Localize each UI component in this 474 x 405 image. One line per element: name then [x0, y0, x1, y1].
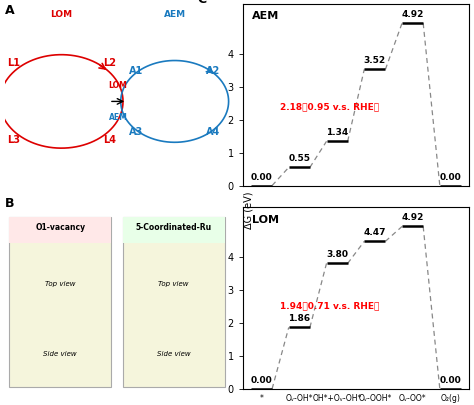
Text: AEM: AEM [252, 11, 279, 21]
Text: Top view: Top view [158, 281, 189, 287]
Text: A: A [5, 4, 14, 17]
Text: O1-vacancy: O1-vacancy [35, 223, 85, 232]
Text: 1.86: 1.86 [288, 314, 310, 324]
Text: C: C [197, 0, 207, 6]
Text: A1: A1 [129, 66, 143, 76]
FancyBboxPatch shape [9, 217, 111, 387]
FancyBboxPatch shape [123, 217, 225, 243]
Text: 5-Coordinated-Ru: 5-Coordinated-Ru [136, 223, 211, 232]
Text: 3.80: 3.80 [326, 250, 348, 260]
Text: Side view: Side view [44, 351, 77, 357]
Text: ΔG (eV): ΔG (eV) [244, 192, 254, 229]
Text: Side view: Side view [157, 351, 191, 357]
Text: LOM: LOM [252, 215, 279, 225]
Text: L1: L1 [7, 58, 20, 68]
Text: A2: A2 [206, 66, 220, 76]
FancyBboxPatch shape [9, 217, 111, 243]
Text: B: B [5, 197, 14, 210]
Text: LOM: LOM [109, 81, 128, 90]
Text: AEM: AEM [164, 10, 186, 19]
Text: 0.00: 0.00 [439, 173, 461, 181]
Text: Top view: Top view [45, 281, 75, 287]
Text: 0.00: 0.00 [439, 376, 461, 385]
Text: A3: A3 [129, 127, 143, 137]
Text: 0.00: 0.00 [251, 376, 273, 385]
Text: L3: L3 [7, 135, 20, 145]
FancyBboxPatch shape [123, 217, 225, 387]
Text: 4.92: 4.92 [401, 10, 424, 19]
Text: LOM: LOM [50, 10, 73, 19]
Text: 4.92: 4.92 [401, 213, 424, 222]
Text: 3.52: 3.52 [364, 56, 386, 66]
Text: AEM: AEM [109, 113, 128, 122]
Text: 1.34: 1.34 [326, 128, 348, 137]
Text: L2: L2 [103, 58, 116, 68]
Text: L4: L4 [103, 135, 116, 145]
Text: A4: A4 [206, 127, 220, 137]
Text: 4.47: 4.47 [364, 228, 386, 237]
Text: 2.18（0.95 v.s. RHE）: 2.18（0.95 v.s. RHE） [280, 102, 379, 111]
Text: 0.00: 0.00 [251, 173, 273, 181]
Text: 0.55: 0.55 [288, 154, 310, 164]
Text: 1.94（0.71 v.s. RHE）: 1.94（0.71 v.s. RHE） [280, 302, 379, 311]
